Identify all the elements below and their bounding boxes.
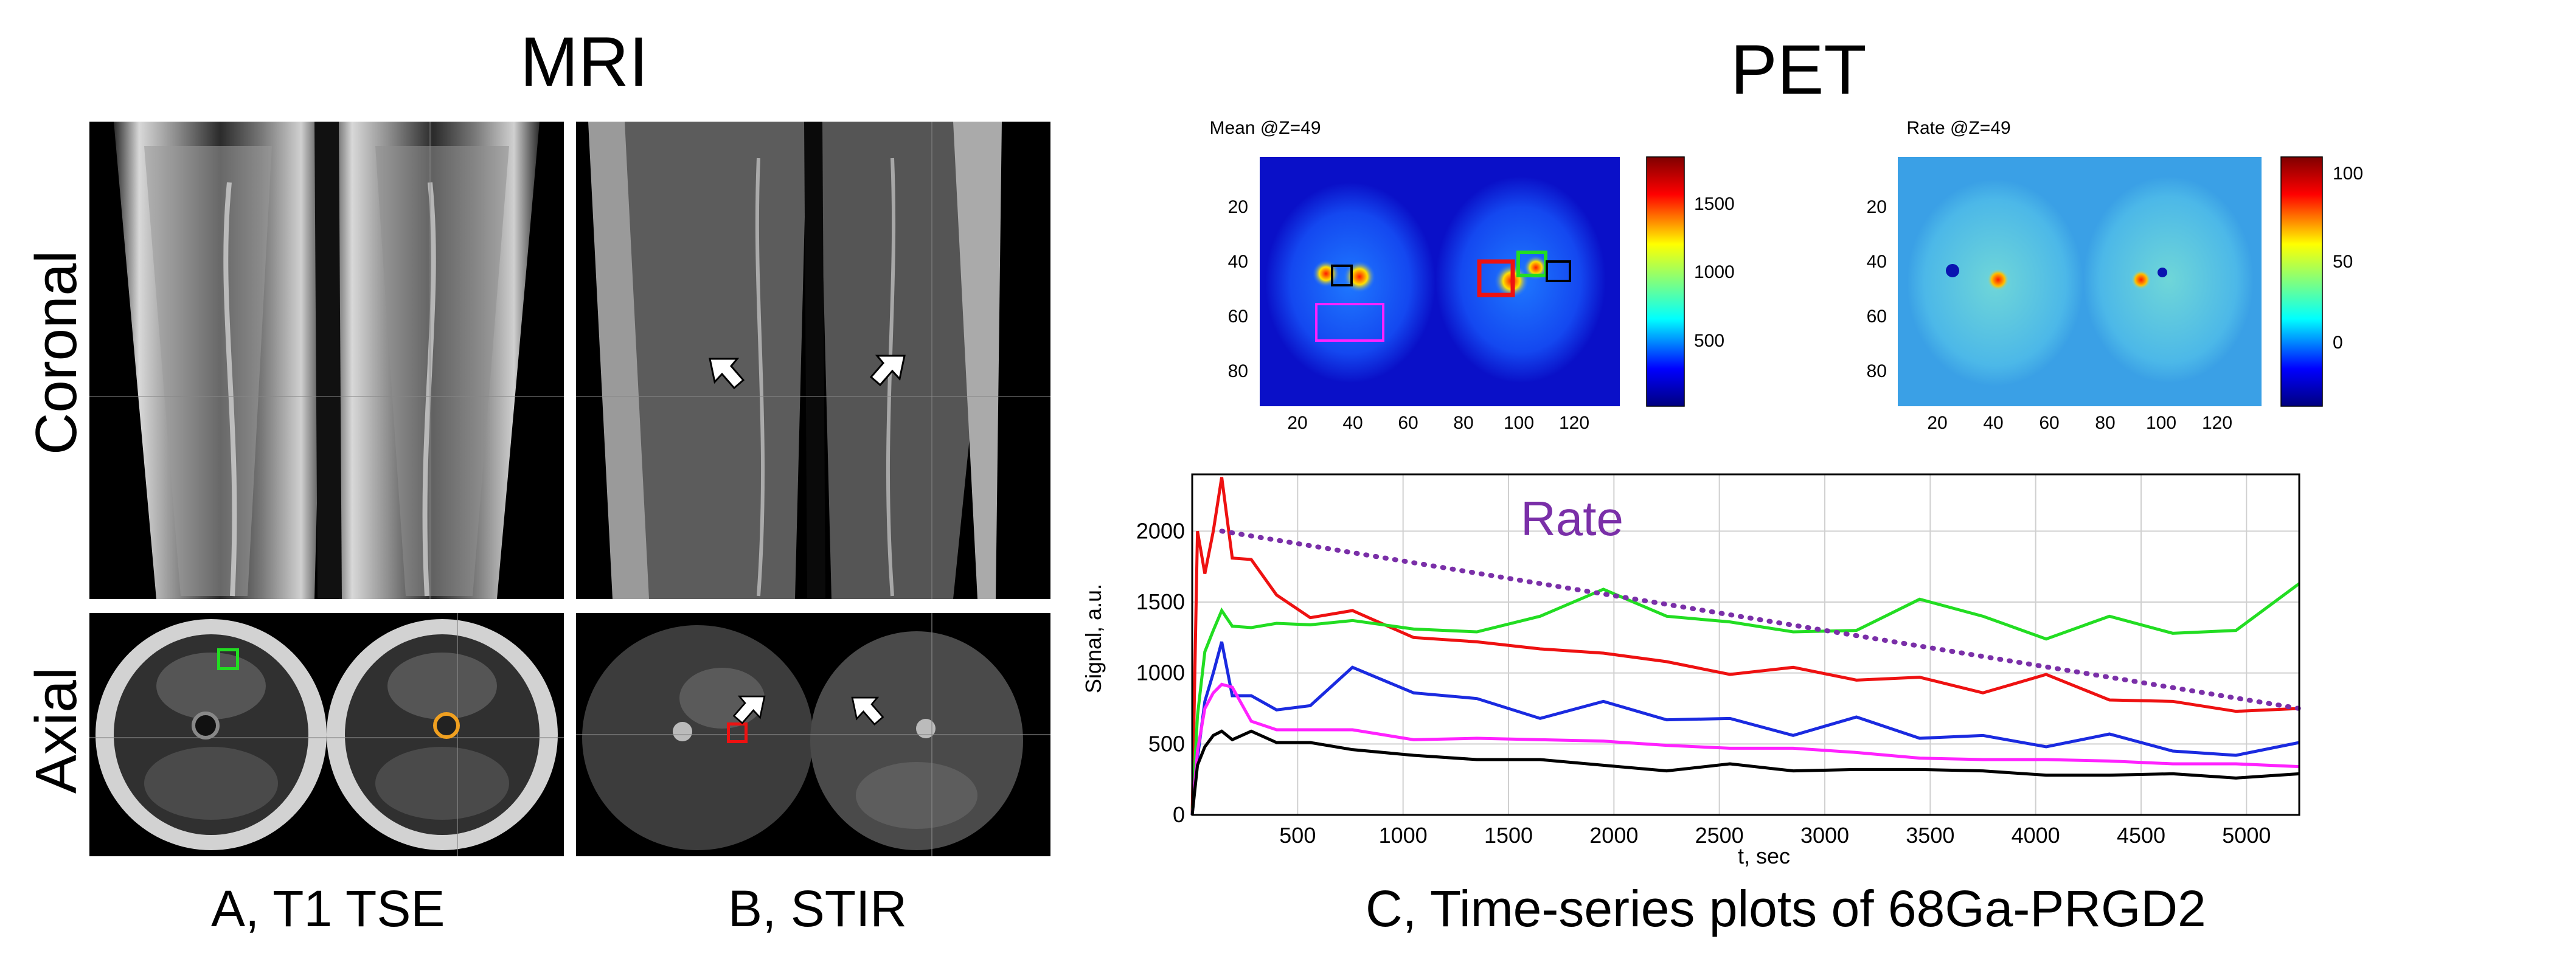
- tick-label: 20: [1927, 413, 1947, 433]
- x-axis-label: t, sec: [1738, 843, 1790, 868]
- x-tick-label: 1500: [1484, 823, 1533, 848]
- tick-label: 100: [2333, 164, 2363, 184]
- roi-red-box: [727, 722, 748, 743]
- tick-label: 20: [1867, 197, 1887, 217]
- pet-mean-colorbar: [1646, 156, 1685, 407]
- x-tick-label: 4000: [2012, 823, 2060, 848]
- tick-label: 80: [1453, 413, 1473, 433]
- x-tick-label: 500: [1279, 823, 1316, 848]
- tick-label: 50: [2333, 252, 2353, 272]
- tick-label: 100: [2146, 413, 2176, 433]
- caption-b: B, STIR: [728, 880, 908, 937]
- tick-label: 500: [1694, 331, 1724, 351]
- stir-coronal-image: [576, 122, 1050, 599]
- tick-label: 1000: [1694, 262, 1735, 282]
- rate-annotation: Rate: [1521, 491, 1623, 546]
- x-tick-label: 1000: [1379, 823, 1428, 848]
- series-line: [1190, 682, 2300, 816]
- pet-mean-x-axis: 20 40 60 80 100 120: [1287, 413, 1589, 433]
- x-tick-label: 3000: [1800, 823, 1849, 848]
- pet-rate-y-axis: 20 40 60 80: [1867, 197, 1887, 381]
- plot-frame: [1191, 473, 2300, 816]
- tick-label: 60: [1398, 413, 1418, 433]
- x-tick-label: 3500: [1906, 823, 1954, 848]
- y-tick-label: 2000: [1136, 518, 1185, 543]
- series-line: [1190, 729, 2300, 816]
- y-tick-label: 1000: [1136, 660, 1185, 685]
- axial-row-label: Axial: [24, 667, 89, 794]
- pet-rate-colorbar: [2280, 156, 2323, 407]
- series-line: [1190, 477, 2300, 816]
- y-tick-label: 0: [1173, 802, 1185, 827]
- tick-label: 40: [1228, 252, 1248, 272]
- lesion-arrow-icon: [732, 695, 766, 724]
- tick-label: 40: [1342, 413, 1363, 433]
- lesion-arrow-icon: [869, 355, 906, 387]
- series-line: [1190, 582, 2300, 816]
- time-series-chart: Signal, a.u. t, sec 500 1000 1500 2000 2500 3…: [1081, 473, 2302, 868]
- lesion-arrow-icon: [851, 696, 884, 726]
- tick-label: 20: [1228, 197, 1248, 217]
- rate-trend-line: [1219, 528, 2302, 711]
- pet-mean-colorbar-ticks: 1500 1000 500: [1694, 194, 1735, 351]
- pet-rate-map: Rate @Z=49 20 40 60 80 100 120 20 40 60 …: [1867, 118, 2363, 433]
- caption-a: A, T1 TSE: [211, 880, 445, 937]
- coronal-row-label: Coronal: [24, 250, 89, 455]
- pet-mean-title: Mean @Z=49: [1209, 118, 1321, 138]
- caption-c: C, Time-series plots of 68Ga-PRGD2: [1366, 880, 2206, 937]
- tick-label: 80: [1867, 361, 1887, 381]
- t1-axial-image: [89, 613, 564, 856]
- roi-orange-circle: [433, 712, 460, 739]
- tick-label: 1500: [1694, 194, 1735, 214]
- pet-mean-map: Mean @Z=49 20 40 60 80 100 120 20 40 60 …: [1209, 118, 1735, 433]
- x-tick-label: 2000: [1589, 823, 1638, 848]
- y-axis-label: Signal, a.u.: [1081, 584, 1106, 693]
- pet-rate-x-axis: 20 40 60 80 100 120: [1927, 413, 2232, 433]
- pet-mean-y-axis: 20 40 60 80: [1228, 197, 1248, 381]
- t1-coronal-image: [89, 122, 564, 599]
- tick-label: 120: [1559, 413, 1589, 433]
- y-tick-label: 1500: [1136, 589, 1185, 614]
- tick-label: 100: [1504, 413, 1534, 433]
- series-line: [1190, 641, 2300, 816]
- tick-label: 80: [1228, 361, 1248, 381]
- tick-label: 60: [1867, 307, 1887, 327]
- tick-label: 40: [1983, 413, 2003, 433]
- pet-rate-title: Rate @Z=49: [1906, 118, 2010, 138]
- roi-green-box: [217, 648, 239, 670]
- tick-label: 0: [2333, 333, 2343, 353]
- tick-label: 60: [2039, 413, 2059, 433]
- y-tick-label: 500: [1148, 731, 1185, 756]
- pet-rate-colorbar-ticks: 100 50 0: [2333, 164, 2363, 353]
- lesion-arrow-icon: [709, 358, 745, 390]
- tick-label: 60: [1228, 307, 1248, 327]
- tick-label: 40: [1867, 252, 1887, 272]
- roi-black-circle: [192, 712, 220, 740]
- x-tick-label: 4500: [2117, 823, 2165, 848]
- x-tick-label: 5000: [2222, 823, 2271, 848]
- x-tick-label: 2500: [1695, 823, 1744, 848]
- pet-title: PET: [1731, 31, 1867, 109]
- tick-label: 80: [2095, 413, 2115, 433]
- tick-label: 120: [2202, 413, 2232, 433]
- mri-title: MRI: [520, 23, 648, 101]
- stir-axial-image: [576, 613, 1050, 856]
- tick-label: 20: [1287, 413, 1307, 433]
